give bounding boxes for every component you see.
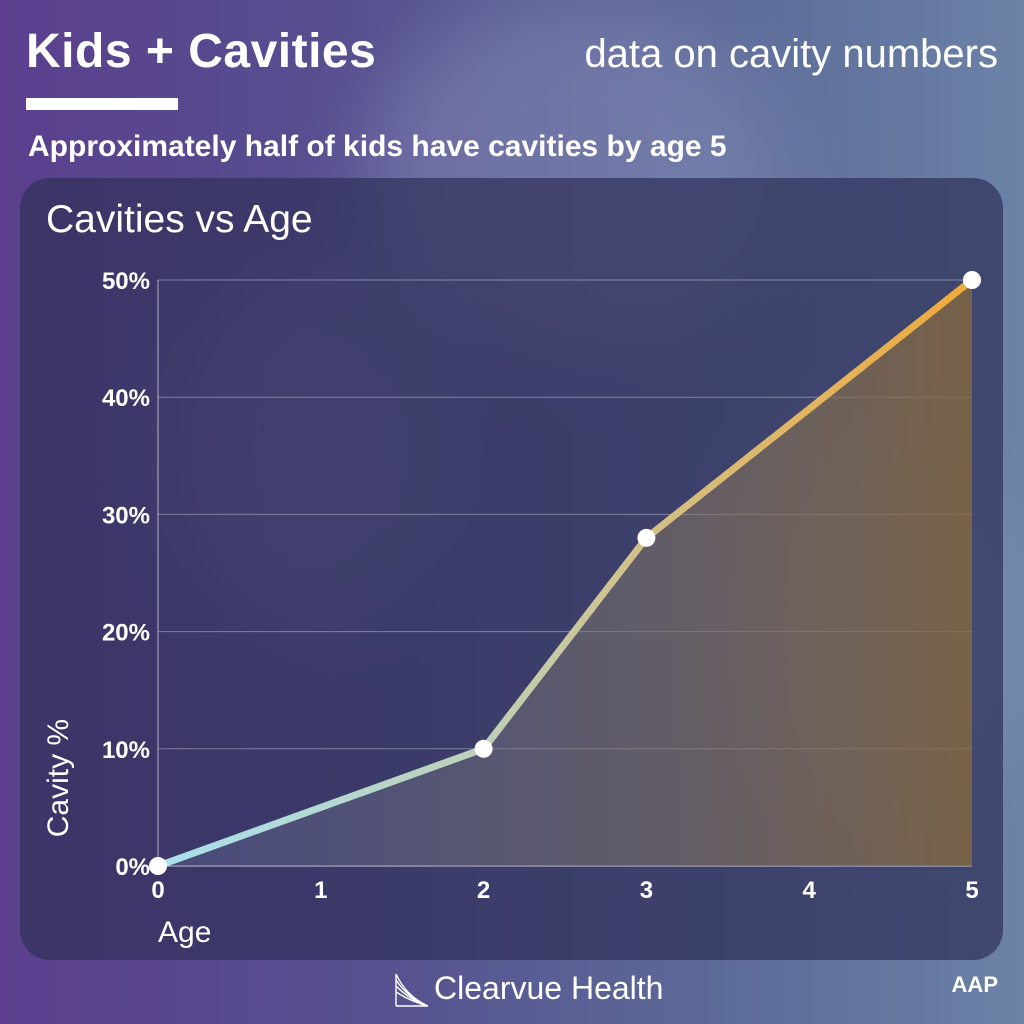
x-tick-label: 3: [640, 877, 653, 904]
line-chart: 0% 10% 20% 30% 40% 50% 0 1 2 3 4 5 Age Cavity %: [42, 268, 981, 949]
headline: Approximately half of kids have cavities…: [28, 130, 727, 163]
series-area: [158, 280, 972, 866]
title-underline: [26, 98, 178, 110]
y-tick-label: 50%: [102, 268, 150, 295]
page-title: Kids + Cavities: [26, 25, 377, 78]
x-tick-label: 5: [965, 877, 978, 904]
data-point: [474, 739, 493, 758]
x-tick-label: 1: [314, 877, 327, 904]
data-point: [149, 857, 167, 875]
chart-card: Cavities vs Age 0% 10% 20% 30% 40% 50% 0 1 2 3 4 5 A…: [20, 178, 1003, 960]
y-tick-label: 30%: [102, 502, 150, 529]
y-axis-title: Cavity %: [42, 719, 75, 837]
y-tick-label: 20%: [102, 620, 150, 647]
brand-name: Clearvue Health: [434, 969, 664, 1006]
x-tick-label: 4: [803, 877, 817, 904]
data-point: [637, 528, 656, 547]
series-line: [154, 276, 976, 870]
brand-logo-icon: [395, 973, 429, 1007]
brand: Clearvue Health: [392, 966, 663, 1010]
page-subtitle: data on cavity numbers: [584, 32, 998, 76]
x-tick-label: 2: [477, 877, 490, 904]
y-tick-label: 10%: [102, 737, 150, 764]
data-point: [963, 271, 981, 289]
x-axis-title: Age: [158, 916, 211, 949]
chart-title: Cavities vs Age: [46, 198, 313, 241]
x-tick-label: 0: [151, 877, 164, 904]
source-label: AAP: [951, 972, 998, 997]
y-tick-label: 0%: [115, 854, 150, 881]
y-tick-label: 40%: [102, 385, 150, 412]
